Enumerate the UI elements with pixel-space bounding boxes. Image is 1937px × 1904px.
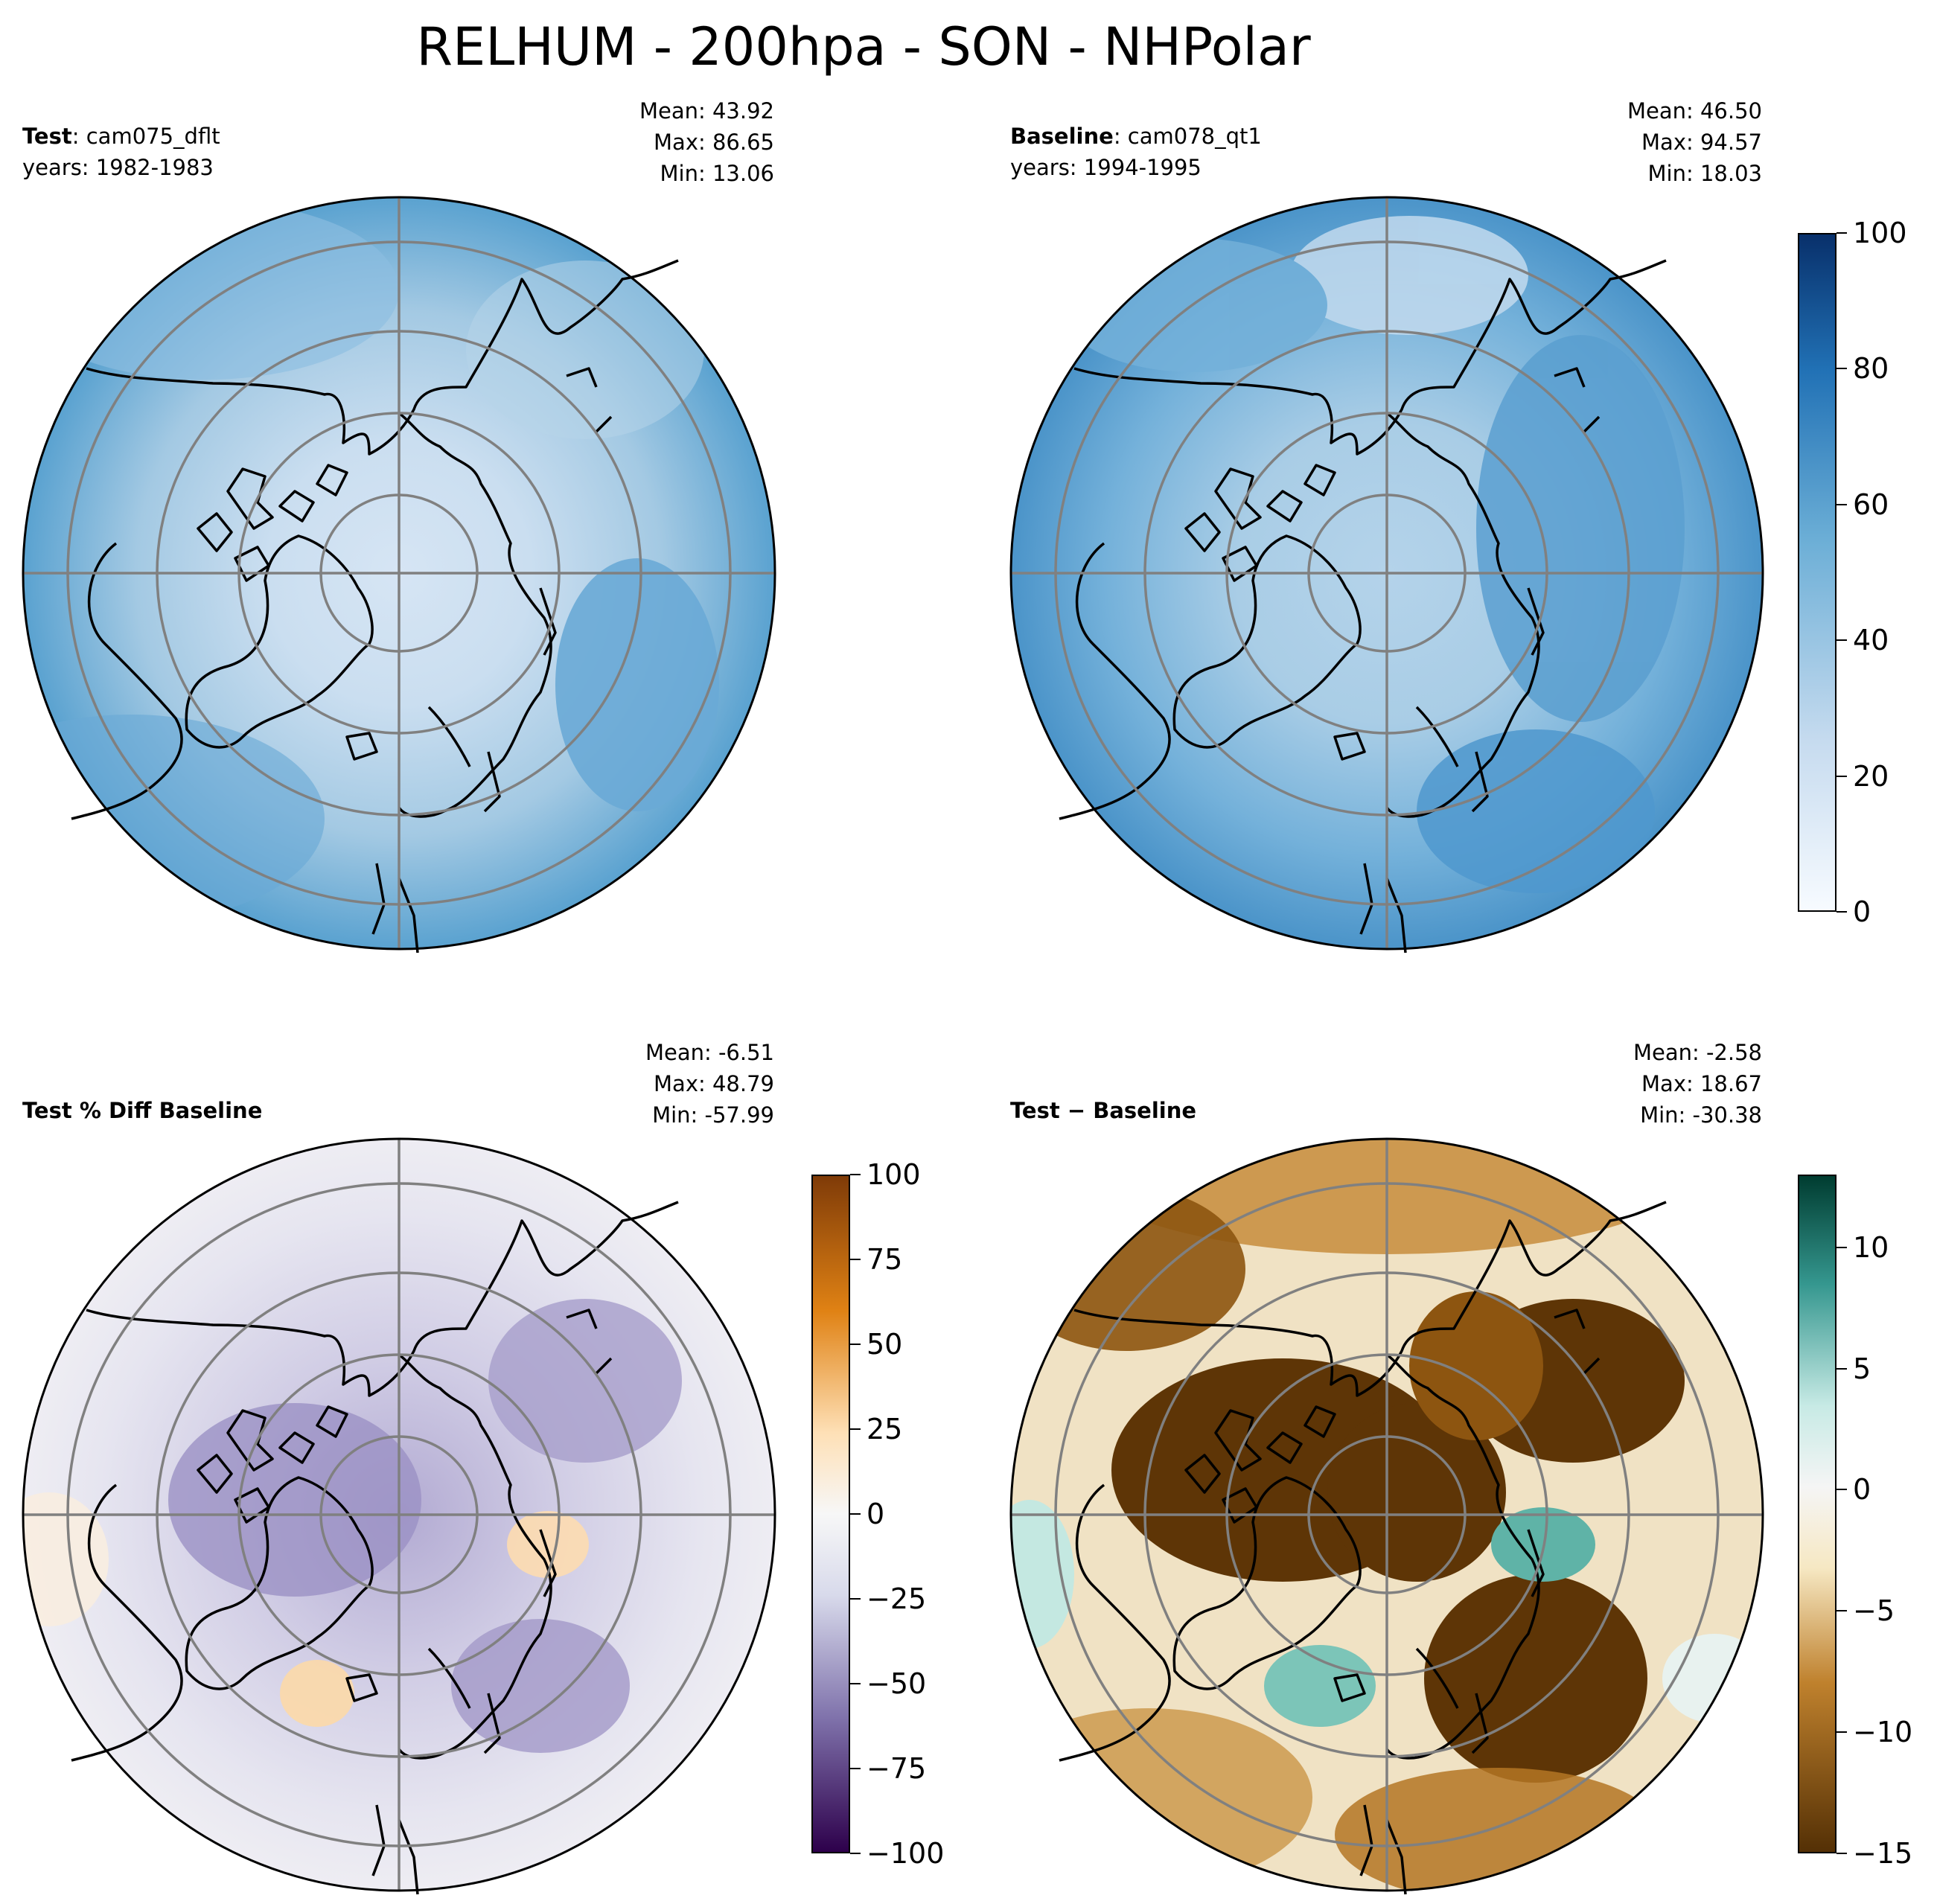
baseline-gridlines [1011, 197, 1763, 949]
pctdiff-label: Test % Diff Baseline [22, 1098, 263, 1123]
baseline-coastlines [1059, 259, 1667, 953]
pctdiff-colorbar-tick [850, 1768, 861, 1769]
pctdiff-colorbar-tick-label: 0 [867, 1498, 885, 1530]
baseline-case-name: : cam078_qt1 [1113, 124, 1262, 149]
baseline-mean: Mean: 46.50 [1627, 98, 1762, 124]
test-years: years: 1982-1983 [22, 155, 214, 180]
diff-polar-map [1009, 1137, 1764, 1895]
pctdiff-colorbar-tick-label: 50 [867, 1328, 903, 1361]
fields-colorbar-bar [1798, 233, 1837, 912]
fields-colorbar-tick-label: 100 [1853, 217, 1907, 249]
test-max: Max: 86.65 [654, 130, 774, 155]
pctdiff-colorbar-bar [811, 1175, 850, 1853]
figure-title: RELHUM - 200hpa - SON - NHPolar [416, 16, 1311, 77]
test-panel-title: Test: cam075_dflt years: 1982-1983 [22, 121, 220, 183]
pctdiff-colorbar-tick-label: −100 [867, 1837, 945, 1870]
diff-coastlines [1059, 1201, 1667, 1895]
diff-colorbar-tick-label: 10 [1853, 1230, 1889, 1264]
pctdiff-colorbar-tick [850, 1344, 861, 1345]
diff-colorbar-tick [1837, 1367, 1847, 1370]
test-case-name: : cam075_dflt [71, 124, 220, 149]
diff-stats: Mean: -2.58 Max: 18.67 Min: -30.38 [1633, 1037, 1762, 1131]
fields-colorbar-tick-label: 0 [1853, 895, 1871, 928]
test-label: Test [22, 124, 72, 149]
diff-colorbar-tick [1837, 1731, 1847, 1734]
pctdiff-colorbar-tick [850, 1259, 861, 1260]
diff-colorbar-tick [1837, 1610, 1847, 1612]
diff-min: Min: -30.38 [1640, 1102, 1762, 1128]
diff-panel-title: Test − Baseline [1010, 1095, 1196, 1126]
test-min: Min: 13.06 [660, 161, 774, 186]
diff-map-boundary [1009, 1137, 1764, 1892]
diff-colorbar-tick-label: 0 [1853, 1473, 1871, 1507]
pctdiff-colorbar-tick-label: 75 [867, 1243, 903, 1276]
test-polar-map [22, 196, 776, 953]
diff-colorbar-bar [1798, 1175, 1837, 1853]
pctdiff-colorbar-tick [850, 1174, 861, 1175]
fields-colorbar-tick [1837, 503, 1847, 505]
pctdiff-colorbar-tick [850, 1853, 861, 1854]
diff-colorbar-tick [1837, 1489, 1847, 1491]
diff-mean: Mean: -2.58 [1633, 1040, 1762, 1065]
baseline-polar-map [1009, 196, 1764, 953]
test-gridlines [23, 197, 775, 949]
diff-colorbar-tick-label: 5 [1853, 1352, 1871, 1385]
diff-colorbar-tick [1837, 1853, 1847, 1854]
diff-max: Max: 18.67 [1641, 1071, 1762, 1096]
pctdiff-colorbar-tick [850, 1428, 861, 1430]
test-mean: Mean: 43.92 [639, 98, 774, 124]
fields-colorbar-tick [1837, 232, 1847, 234]
pctdiff-colorbar-tick [850, 1598, 861, 1600]
fields-colorbar-tick-label: 80 [1853, 352, 1889, 386]
baseline-label: Baseline [1010, 124, 1114, 149]
diff-colorbar-tick-label: −5 [1853, 1594, 1895, 1628]
pctdiff-gridlines [23, 1139, 775, 1891]
pctdiff-stats: Mean: -6.51 Max: 48.79 Min: -57.99 [645, 1037, 774, 1131]
baseline-map-boundary [1009, 196, 1764, 951]
baseline-panel-title: Baseline: cam078_qt1 years: 1994-1995 [1010, 121, 1262, 183]
pctdiff-mean: Mean: -6.51 [645, 1040, 774, 1065]
fields-colorbar-tick-label: 20 [1853, 759, 1889, 793]
fields-colorbar-tick [1837, 911, 1847, 913]
fields-colorbar-tick-label: 40 [1853, 624, 1889, 657]
diff-colorbar-tick [1837, 1246, 1847, 1248]
pctdiff-min: Min: -57.99 [652, 1102, 774, 1128]
fields-colorbar-tick [1837, 775, 1847, 777]
pctdiff-polar-map [22, 1137, 776, 1895]
baseline-min: Min: 18.03 [1647, 161, 1762, 186]
baseline-years: years: 1994-1995 [1010, 155, 1202, 180]
pctdiff-panel-title: Test % Diff Baseline [22, 1095, 262, 1126]
fields-colorbar-tick-label: 60 [1853, 488, 1889, 521]
pctdiff-max: Max: 48.79 [654, 1071, 774, 1096]
pctdiff-colorbar-tick-label: −25 [867, 1582, 927, 1615]
pctdiff-colorbar-tick-label: 25 [867, 1413, 903, 1445]
pctdiff-map-boundary [22, 1137, 776, 1892]
pctdiff-colorbar-tick [850, 1513, 861, 1515]
pctdiff-colorbar-tick-label: −50 [867, 1667, 927, 1700]
diff-colorbar-tick-label: −15 [1853, 1837, 1913, 1870]
diff-gridlines [1011, 1139, 1763, 1891]
test-stats: Mean: 43.92 Max: 86.65 Min: 13.06 [639, 95, 774, 189]
test-map-boundary [22, 196, 776, 951]
diff-label: Test − Baseline [1010, 1098, 1197, 1123]
fields-colorbar-tick [1837, 368, 1847, 370]
fields-colorbar-tick [1837, 639, 1847, 642]
pctdiff-colorbar-tick [850, 1683, 861, 1684]
diff-colorbar-tick-label: −10 [1853, 1716, 1913, 1749]
pctdiff-colorbar-tick-label: −75 [867, 1752, 927, 1785]
test-coastlines [71, 259, 679, 953]
baseline-max: Max: 94.57 [1641, 130, 1762, 155]
baseline-stats: Mean: 46.50 Max: 94.57 Min: 18.03 [1627, 95, 1762, 189]
pctdiff-colorbar-tick-label: 100 [867, 1158, 921, 1191]
pctdiff-coastlines [71, 1201, 679, 1895]
